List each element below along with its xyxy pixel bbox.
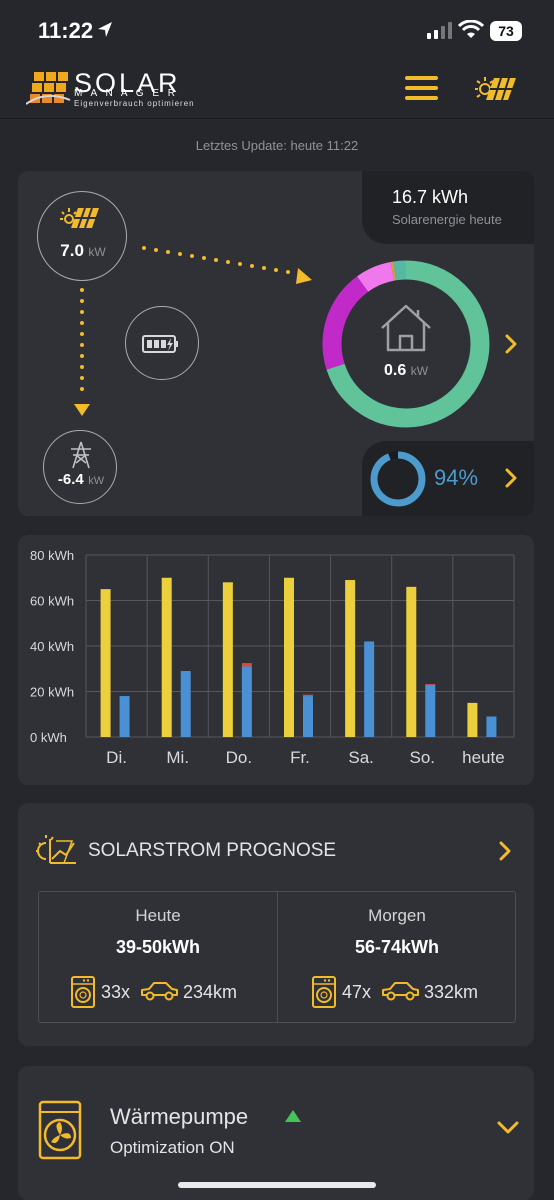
bar-grid [303,694,313,697]
battery-charging-icon [142,335,178,353]
energy-history-chart[interactable]: 80 kWh 60 kWh 40 kWh 20 kWh 0 kWh Di. Mi. Do. Fr… [18,535,534,785]
forecast-tomorrow-distance: 332km [424,982,479,1002]
battery-node[interactable] [125,306,199,380]
battery-indicator: 73 [490,21,522,41]
heat-pump-status: Optimization ON [110,1138,235,1157]
solar-manager-logo-icon [26,72,71,105]
grid-value: -6.4 [57,471,84,488]
x-tick-label: Fr. [290,748,310,767]
chevron-right-icon[interactable] [497,840,513,862]
production-node[interactable]: 7.0 kW [37,191,127,281]
forecast-tomorrow-washes: 47x [342,982,372,1002]
house-icon [381,304,431,352]
bar-production [406,586,417,737]
bar-consumption [303,696,313,737]
flow-dots-to-home [142,246,312,284]
forecast-divider [277,892,278,1022]
solar-panel-sun-icon[interactable] [474,72,518,104]
chevron-down-icon[interactable] [496,1120,520,1136]
heat-pump-title: Wärmepumpe [110,1104,249,1129]
y-tick-label: 20 kWh [30,685,74,700]
flow-dots-to-grid [74,288,90,416]
donut-segment-teal [322,260,490,428]
status-time: 11:22 [38,18,94,43]
forecast-title: SOLARSTROM PROGNOSE [88,840,337,861]
autarky-arc [370,451,426,507]
chevron-right-icon[interactable] [503,333,519,355]
brand-tagline: Eigenverbrauch optimieren [74,99,195,108]
hamburger-menu-icon[interactable] [404,73,440,103]
chevron-right-icon[interactable] [503,467,519,489]
production-unit: kW [88,245,106,259]
signal-icon [427,22,452,39]
home-unit: kW [410,364,429,378]
forecast-tomorrow-value: 56-74kWh [354,937,440,957]
bar-production [284,577,294,737]
bar-grid [425,683,436,685]
bar-grid [241,663,252,667]
bar-consumption [241,666,252,737]
bar-consumption [119,696,130,737]
bar-consumption [425,684,436,737]
brand-name: SOLAR [74,68,181,98]
x-tick-label: Di. [106,748,127,767]
location-arrow-icon [98,22,112,37]
forecast-today-value: 39-50kWh [115,937,201,957]
y-tick-label: 80 kWh [30,548,74,563]
bar-consumption [486,716,497,737]
y-tick-label: 0 kWh [30,730,67,745]
autarky-value: 94% [434,465,479,490]
solar-panel-sun-icon [60,207,99,229]
donut-segment-magenta [322,260,490,428]
car-icon [382,982,419,1001]
forecast-today-label: Heute [135,906,181,925]
header-divider [0,118,554,119]
forecast-today-distance: 234km [183,982,238,1002]
solar-today-value: 16.7 kWh [392,187,469,207]
autarky-ring [370,451,426,507]
x-tick-label: heute [462,748,505,767]
washing-machine-icon [312,976,336,1008]
y-tick-label: 40 kWh [30,639,74,654]
brand-subtitle: M A N A G E R [74,88,179,99]
last-update-text: Letztes Update: heute 11:22 [195,138,359,153]
bar-production [161,577,172,737]
bar-consumption [180,671,191,737]
x-tick-label: Sa. [348,748,374,767]
bar-consumption [364,641,375,737]
y-tick-label: 60 kWh [30,594,74,609]
home-consumption-donut[interactable] [320,258,492,430]
wifi-icon [458,20,484,38]
solar-forecast-card: SOLARSTROM PROGNOSE Heute 39-50kWh 33x 2… [18,803,534,1046]
heat-pump-icon [38,1100,82,1160]
forecast-tomorrow-label: Morgen [368,906,426,925]
solar-today-panel: 16.7 kWh Solarenergie heute [362,171,534,244]
grid-node[interactable]: -6.4 kW [43,430,117,504]
x-tick-label: Mi. [166,748,189,767]
forecast-today-washes: 33x [101,982,131,1002]
heat-pump-card[interactable]: Wärmepumpe Optimization ON [18,1066,534,1200]
bar-production [345,580,356,737]
solar-today-label: Solarenergie heute [392,212,502,227]
bar-production [100,589,111,737]
car-icon [141,982,178,1001]
washing-machine-icon [71,976,95,1008]
bar-production [222,582,233,737]
forecast-table: Heute 39-50kWh 33x 234km Morgen 56-74kWh… [38,891,516,1023]
x-tick-label: Do. [226,748,252,767]
x-tick-label: So. [410,748,436,767]
home-value: 0.6 [383,362,407,379]
power-pylon-icon [71,441,91,469]
grid-unit: kW [88,475,105,487]
home-indicator[interactable] [178,1182,376,1188]
bar-production [467,702,478,737]
production-value: 7.0 [60,241,84,260]
status-up-triangle-icon [285,1110,301,1122]
solar-forecast-icon [36,835,76,864]
